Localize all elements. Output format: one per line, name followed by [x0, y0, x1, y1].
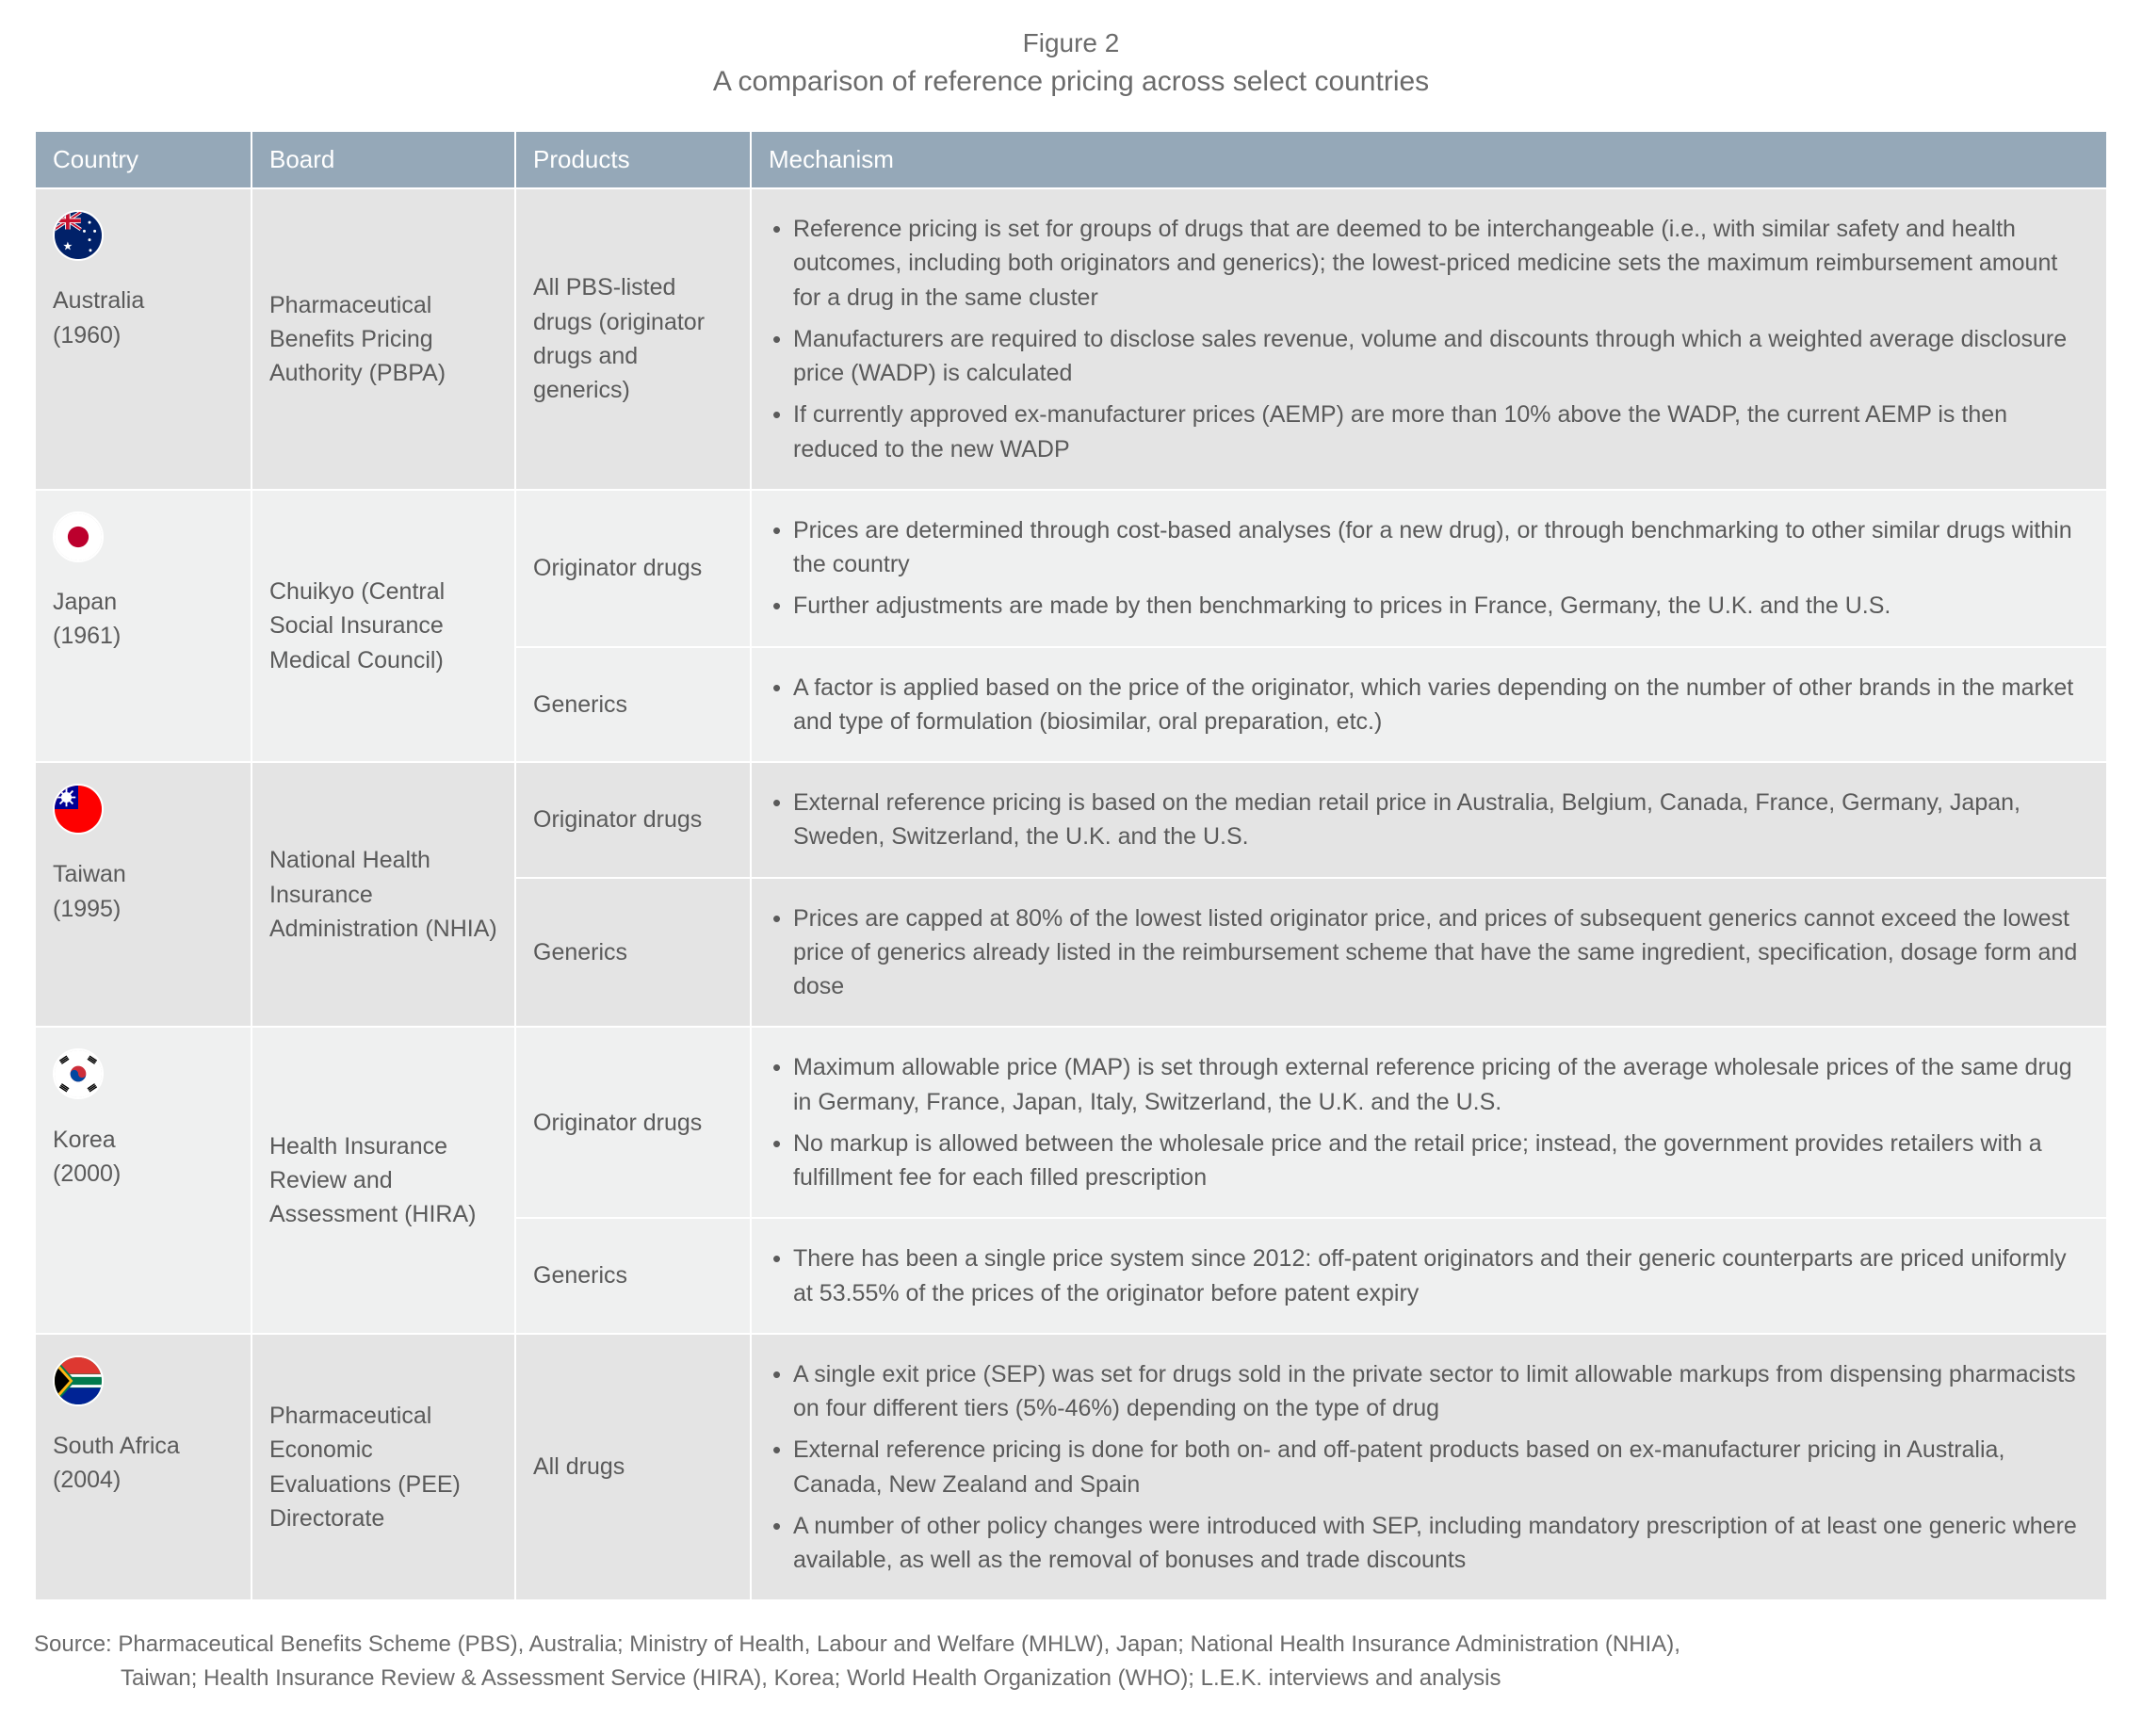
flag-icon	[53, 210, 104, 261]
mechanism-item: A number of other policy changes were in…	[769, 1509, 2089, 1578]
country-name: Taiwan	[53, 857, 234, 891]
board-cell: Health Insurance Review and Assessment (…	[252, 1027, 515, 1334]
country-year: (2004)	[53, 1463, 234, 1497]
mechanism-cell: Prices are capped at 80% of the lowest l…	[751, 878, 2107, 1028]
flag-icon	[53, 784, 104, 835]
mechanism-cell: A factor is applied based on the price o…	[751, 647, 2107, 763]
products-cell: Generics	[515, 878, 751, 1028]
country-name: South Africa	[53, 1429, 234, 1463]
mechanism-cell: Maximum allowable price (MAP) is set thr…	[751, 1027, 2107, 1218]
mechanism-list: Prices are capped at 80% of the lowest l…	[769, 901, 2089, 1004]
mechanism-item: External reference pricing is based on t…	[769, 786, 2089, 854]
mechanism-cell: External reference pricing is based on t…	[751, 762, 2107, 878]
figure-label: Figure 2	[34, 28, 2108, 58]
col-board: Board	[252, 131, 515, 188]
mechanism-item: A single exit price (SEP) was set for dr…	[769, 1357, 2089, 1426]
country-year: (1960)	[53, 318, 234, 352]
reference-pricing-table: Country Board Products Mechanism Austral…	[34, 130, 2108, 1601]
mechanism-cell: A single exit price (SEP) was set for dr…	[751, 1334, 2107, 1601]
mechanism-list: External reference pricing is based on t…	[769, 786, 2089, 854]
products-cell: Generics	[515, 647, 751, 763]
mechanism-item: Further adjustments are made by then ben…	[769, 589, 2089, 623]
products-cell: Originator drugs	[515, 490, 751, 647]
mechanism-cell: There has been a single price system sin…	[751, 1218, 2107, 1334]
country-cell: Taiwan(1995)	[35, 762, 252, 1027]
figure-title: A comparison of reference pricing across…	[34, 66, 2108, 98]
mechanism-item: If currently approved ex-manufacturer pr…	[769, 397, 2089, 466]
mechanism-item: External reference pricing is done for b…	[769, 1433, 2089, 1501]
country-cell: Korea(2000)	[35, 1027, 252, 1334]
products-cell: All PBS-listed drugs (originator drugs a…	[515, 188, 751, 490]
mechanism-list: There has been a single price system sin…	[769, 1241, 2089, 1310]
table-row: Australia(1960)Pharmaceutical Benefits P…	[35, 188, 2107, 490]
table-row: Japan(1961)Chuikyo (Central Social Insur…	[35, 490, 2107, 647]
mechanism-list: A factor is applied based on the price o…	[769, 671, 2089, 739]
mechanism-list: A single exit price (SEP) was set for dr…	[769, 1357, 2089, 1578]
table-body: Australia(1960)Pharmaceutical Benefits P…	[35, 188, 2107, 1600]
mechanism-cell: Prices are determined through cost-based…	[751, 490, 2107, 647]
flag-icon	[53, 1355, 104, 1406]
country-year: (1961)	[53, 619, 234, 653]
products-cell: All drugs	[515, 1334, 751, 1601]
mechanism-item: Maximum allowable price (MAP) is set thr…	[769, 1050, 2089, 1119]
board-cell: Chuikyo (Central Social Insurance Medica…	[252, 490, 515, 762]
mechanism-item: Prices are capped at 80% of the lowest l…	[769, 901, 2089, 1004]
country-year: (1995)	[53, 892, 234, 926]
mechanism-item: Manufacturers are required to disclose s…	[769, 322, 2089, 391]
country-cell: Japan(1961)	[35, 490, 252, 762]
board-cell: Pharmaceutical Economic Evaluations (PEE…	[252, 1334, 515, 1601]
mechanism-list: Prices are determined through cost-based…	[769, 513, 2089, 624]
mechanism-list: Reference pricing is set for groups of d…	[769, 212, 2089, 466]
source-line-2: Taiwan; Health Insurance Review & Assess…	[34, 1662, 2108, 1695]
board-cell: Pharmaceutical Benefits Pricing Authorit…	[252, 188, 515, 490]
country-name: Japan	[53, 585, 234, 619]
products-cell: Originator drugs	[515, 1027, 751, 1218]
col-mechanism: Mechanism	[751, 131, 2107, 188]
source-line-1: Pharmaceutical Benefits Scheme (PBS), Au…	[118, 1631, 1680, 1657]
source-prefix: Source:	[34, 1631, 118, 1657]
board-cell: National Health Insurance Administration…	[252, 762, 515, 1027]
flag-icon	[53, 1048, 104, 1099]
col-products: Products	[515, 131, 751, 188]
table-row: Korea(2000)Health Insurance Review and A…	[35, 1027, 2107, 1218]
products-cell: Generics	[515, 1218, 751, 1334]
mechanism-item: No markup is allowed between the wholesa…	[769, 1127, 2089, 1195]
mechanism-item: A factor is applied based on the price o…	[769, 671, 2089, 739]
mechanism-item: Reference pricing is set for groups of d…	[769, 212, 2089, 315]
country-cell: South Africa(2004)	[35, 1334, 252, 1601]
mechanism-item: There has been a single price system sin…	[769, 1241, 2089, 1310]
products-cell: Originator drugs	[515, 762, 751, 878]
table-header-row: Country Board Products Mechanism	[35, 131, 2107, 188]
mechanism-cell: Reference pricing is set for groups of d…	[751, 188, 2107, 490]
country-name: Korea	[53, 1123, 234, 1157]
source-note: Source: Pharmaceutical Benefits Scheme (…	[34, 1628, 2108, 1695]
mechanism-item: Prices are determined through cost-based…	[769, 513, 2089, 582]
table-row: South Africa(2004)Pharmaceutical Economi…	[35, 1334, 2107, 1601]
country-year: (2000)	[53, 1157, 234, 1191]
col-country: Country	[35, 131, 252, 188]
country-name: Australia	[53, 284, 234, 317]
mechanism-list: Maximum allowable price (MAP) is set thr…	[769, 1050, 2089, 1194]
country-cell: Australia(1960)	[35, 188, 252, 490]
flag-icon	[53, 511, 104, 562]
table-row: Taiwan(1995)National Health Insurance Ad…	[35, 762, 2107, 878]
